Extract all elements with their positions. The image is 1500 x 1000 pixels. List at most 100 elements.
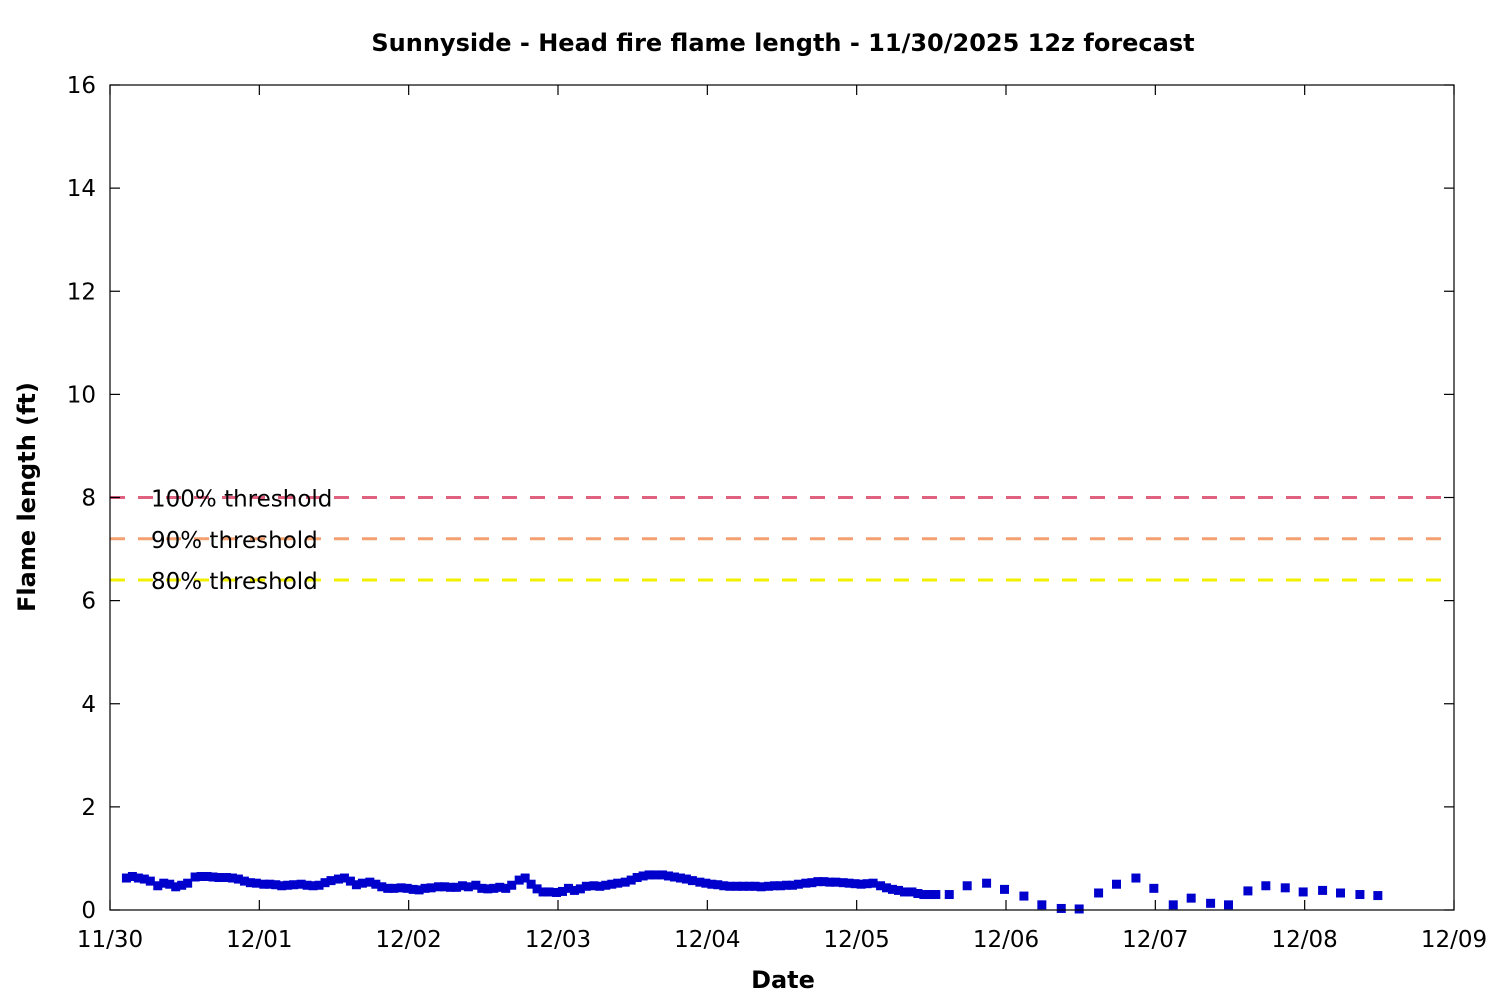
data-point-0-57 — [477, 883, 487, 893]
data-point-0-12 — [196, 871, 206, 881]
data-point-0-41 — [377, 882, 387, 892]
data-point-0-2 — [133, 873, 143, 883]
data-point-0-126 — [907, 887, 917, 897]
y-tick-label-1: 2 — [81, 795, 96, 821]
data-point-0-67 — [538, 887, 548, 897]
data-point-0-78 — [607, 879, 617, 889]
data-point-0-114 — [831, 877, 841, 887]
data-point-0-118 — [856, 879, 866, 889]
x-tick-label-7: 12/07 — [1122, 927, 1188, 953]
data-point-0-101 — [750, 881, 760, 891]
data-point-0-152 — [1336, 888, 1346, 898]
data-point-0-74 — [581, 881, 591, 891]
data-point-0-136 — [1037, 900, 1047, 910]
data-point-0-16 — [221, 873, 231, 883]
data-point-0-123 — [888, 884, 898, 894]
legend-label-0: 100% threshold — [151, 487, 332, 513]
data-point-0-25 — [277, 881, 287, 891]
data-point-0-129 — [925, 890, 935, 900]
data-point-0-145 — [1206, 898, 1216, 908]
data-point-0-85 — [650, 870, 660, 880]
data-point-0-46 — [408, 884, 418, 894]
data-points — [121, 870, 1383, 914]
data-point-0-131 — [944, 890, 954, 900]
data-point-0-112 — [819, 877, 829, 887]
data-point-0-13 — [202, 871, 212, 881]
data-point-0-62 — [507, 880, 517, 890]
data-point-0-14 — [208, 872, 218, 882]
data-point-0-11 — [190, 872, 200, 882]
data-point-0-110 — [807, 878, 817, 888]
data-point-0-92 — [695, 877, 705, 887]
data-point-0-107 — [787, 880, 797, 890]
data-point-0-39 — [365, 877, 375, 887]
data-point-0-149 — [1280, 883, 1290, 893]
y-tick-label-3: 6 — [81, 589, 96, 615]
data-point-0-119 — [862, 879, 872, 889]
data-point-0-102 — [756, 882, 766, 892]
data-point-0-91 — [687, 876, 697, 886]
data-point-0-108 — [793, 879, 803, 889]
data-point-0-148 — [1261, 881, 1271, 891]
data-point-0-82 — [632, 873, 642, 883]
x-tick-label-5: 12/05 — [824, 927, 890, 953]
data-point-0-64 — [520, 873, 530, 883]
data-point-0-66 — [532, 884, 542, 894]
data-point-0-24 — [271, 880, 281, 890]
y-tick-label-6: 12 — [67, 279, 96, 305]
data-point-0-130 — [931, 890, 941, 900]
data-point-0-90 — [681, 874, 691, 884]
data-point-0-143 — [1168, 900, 1178, 910]
data-point-0-121 — [876, 881, 886, 891]
data-point-0-60 — [495, 882, 505, 892]
data-point-0-97 — [725, 881, 735, 891]
data-point-0-56 — [471, 880, 481, 890]
data-point-0-113 — [825, 877, 835, 887]
data-point-0-128 — [919, 890, 929, 900]
x-tick-label-4: 12/04 — [674, 927, 740, 953]
data-point-0-10 — [183, 878, 193, 888]
data-point-0-7 — [165, 879, 175, 889]
data-point-0-22 — [259, 879, 269, 889]
legend-label-1: 90% threshold — [151, 528, 318, 554]
data-point-0-127 — [913, 889, 923, 898]
x-tick-label-9: 12/09 — [1421, 927, 1487, 953]
data-point-0-8 — [171, 882, 181, 892]
data-point-0-117 — [850, 879, 860, 889]
data-point-0-99 — [738, 881, 748, 891]
data-point-0-96 — [719, 881, 729, 891]
data-point-0-31 — [314, 880, 324, 890]
data-point-0-36 — [345, 876, 355, 886]
y-tick-label-5: 10 — [67, 382, 96, 408]
data-point-0-70 — [557, 886, 567, 896]
data-point-0-69 — [552, 887, 562, 897]
data-point-0-116 — [844, 878, 854, 888]
data-point-0-93 — [701, 878, 711, 888]
data-point-0-48 — [420, 883, 430, 893]
data-point-0-95 — [713, 880, 723, 890]
data-point-0-4 — [145, 876, 155, 886]
data-point-0-111 — [813, 877, 823, 887]
data-point-0-89 — [675, 873, 685, 883]
data-point-0-63 — [514, 875, 524, 885]
data-point-0-77 — [601, 880, 611, 890]
y-tick-label-0: 0 — [81, 898, 96, 924]
data-point-0-137 — [1056, 903, 1066, 913]
data-point-0-19 — [239, 876, 249, 886]
y-tick-label-4: 8 — [81, 486, 96, 512]
data-point-0-49 — [426, 883, 436, 893]
y-axis-label: Flame length (ft) — [13, 382, 41, 612]
data-point-0-51 — [440, 882, 450, 892]
data-point-0-133 — [982, 878, 992, 888]
data-point-0-50 — [434, 882, 444, 892]
data-point-0-138 — [1074, 904, 1084, 914]
data-point-0-144 — [1186, 893, 1196, 903]
data-point-0-105 — [776, 881, 786, 891]
data-point-0-59 — [489, 883, 499, 893]
data-point-0-76 — [595, 881, 605, 891]
data-point-0-109 — [801, 878, 811, 888]
y-tick-label-8: 16 — [67, 73, 96, 99]
data-point-0-151 — [1318, 885, 1328, 895]
data-point-0-153 — [1355, 890, 1365, 900]
